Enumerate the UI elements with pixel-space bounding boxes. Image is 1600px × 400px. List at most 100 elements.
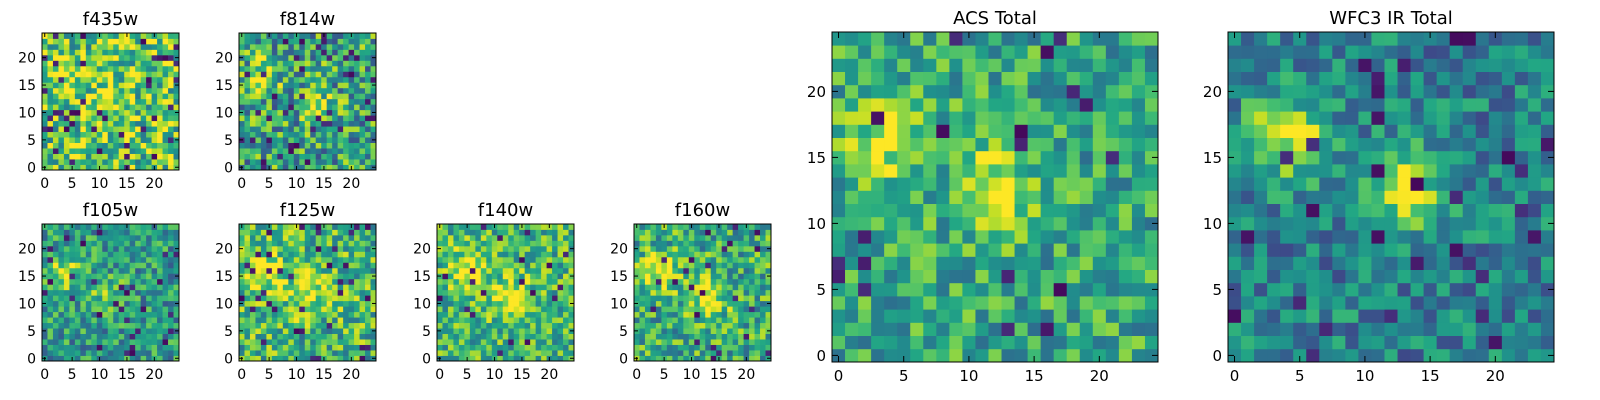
- heatmap-cell: [962, 335, 976, 350]
- heatmap-cell: [102, 355, 109, 362]
- heatmap-cell: [655, 229, 662, 236]
- heatmap-cell: [557, 339, 564, 345]
- heatmap-cell: [326, 38, 333, 45]
- heatmap-cell: [541, 251, 547, 258]
- heatmap-cell: [304, 49, 311, 56]
- heatmap-cell: [255, 65, 262, 72]
- heatmap-cell: [348, 328, 355, 334]
- heatmap-cell: [832, 309, 846, 323]
- heatmap-cell: [168, 245, 174, 252]
- heatmap-cell: [370, 104, 377, 111]
- heatmap-cell: [1501, 256, 1516, 270]
- heatmap-cell: [672, 328, 679, 334]
- heatmap-cell: [135, 38, 142, 45]
- heatmap-cell: [266, 93, 273, 100]
- heatmap-cell: [497, 300, 504, 307]
- heatmap-cell: [249, 104, 256, 111]
- heatmap-cell: [1144, 256, 1159, 270]
- heatmap-cell: [343, 311, 349, 318]
- heatmap-cell: [975, 111, 989, 125]
- heatmap-cell: [239, 142, 245, 149]
- heatmap-cell: [897, 230, 911, 244]
- heatmap-cell: [332, 333, 339, 340]
- heatmap-cell: [365, 93, 371, 100]
- heatmap-cell: [519, 262, 526, 269]
- heatmap-cell: [765, 256, 772, 263]
- heatmap-cell: [354, 159, 360, 165]
- heatmap-cell: [326, 229, 333, 236]
- heatmap-cell: [469, 251, 476, 258]
- heatmap-cell: [42, 153, 48, 160]
- heatmap-cell: [672, 224, 679, 230]
- heatmap-cell: [96, 251, 103, 258]
- heatmap-cell: [52, 300, 59, 307]
- heatmap-cell: [124, 71, 131, 78]
- heatmap-cell: [337, 284, 344, 291]
- heatmap-cell: [923, 164, 937, 178]
- heatmap-cell: [58, 262, 65, 269]
- heatmap-cell: [332, 142, 339, 149]
- heatmap-cell: [151, 267, 158, 274]
- heatmap-cell: [1475, 282, 1490, 297]
- heatmap-cell: [80, 311, 87, 318]
- heatmap-cell: [738, 240, 744, 247]
- heatmap-cell: [168, 273, 174, 280]
- heatmap-cell: [437, 350, 443, 356]
- heatmap-cell: [359, 355, 366, 362]
- heatmap-cell: [102, 93, 109, 100]
- heatmap-cell: [1540, 243, 1555, 257]
- heatmap-cell: [1040, 111, 1055, 125]
- heatmap-cell: [1449, 348, 1464, 363]
- heatmap-cell: [52, 267, 59, 274]
- heatmap-cell: [469, 328, 476, 334]
- heatmap-cell: [475, 224, 482, 230]
- heatmap-cell: [502, 278, 509, 285]
- heatmap-cell: [832, 150, 846, 165]
- heatmap-cell: [1027, 164, 1042, 178]
- heatmap-cell: [63, 355, 70, 362]
- heatmap-cell: [1475, 243, 1490, 257]
- heatmap-cell: [107, 54, 114, 61]
- heatmap-cell: [124, 131, 131, 138]
- heatmap-cell: [683, 262, 690, 269]
- heatmap-cell: [469, 289, 476, 296]
- heatmap-cell: [962, 282, 976, 297]
- heatmap-cell: [359, 284, 366, 291]
- heatmap-cell: [124, 245, 131, 252]
- heatmap-cell: [343, 60, 349, 67]
- heatmap-cell: [1514, 230, 1529, 244]
- heatmap-cell: [370, 93, 377, 100]
- heatmap-cell: [557, 355, 564, 362]
- heatmap-cell: [354, 251, 360, 258]
- x-tick-label: 0: [237, 367, 246, 383]
- heatmap-cell: [1001, 124, 1015, 138]
- heatmap-cell: [113, 115, 120, 122]
- x-tick-label: 20: [342, 367, 360, 383]
- heatmap-cell: [1079, 111, 1094, 125]
- heatmap-cell: [354, 273, 360, 280]
- heatmap-cell: [74, 65, 81, 72]
- heatmap-cell: [437, 240, 443, 247]
- heatmap-cell: [524, 333, 531, 340]
- heatmap-cell: [135, 43, 142, 50]
- heatmap-cell: [332, 295, 339, 302]
- heatmap-cell: [255, 344, 262, 351]
- heatmap-cell: [151, 278, 158, 285]
- heatmap-cell: [480, 240, 487, 247]
- heatmap-cell: [74, 240, 81, 247]
- heatmap-cell: [113, 328, 120, 334]
- heatmap-cell: [63, 148, 70, 154]
- heatmap-cell: [124, 54, 131, 61]
- heatmap-cell: [858, 348, 872, 363]
- heatmap-cell: [677, 300, 684, 307]
- heatmap-cell: [293, 256, 300, 263]
- heatmap-cell: [1462, 322, 1477, 336]
- heatmap-cell: [716, 284, 723, 291]
- heatmap-cell: [129, 65, 136, 72]
- heatmap-cell: [1014, 309, 1028, 323]
- heatmap-cell: [354, 311, 360, 318]
- heatmap-cell: [639, 251, 646, 258]
- heatmap-cell: [365, 256, 371, 263]
- heatmap-cell: [519, 333, 526, 340]
- heatmap-cell: [1345, 322, 1359, 336]
